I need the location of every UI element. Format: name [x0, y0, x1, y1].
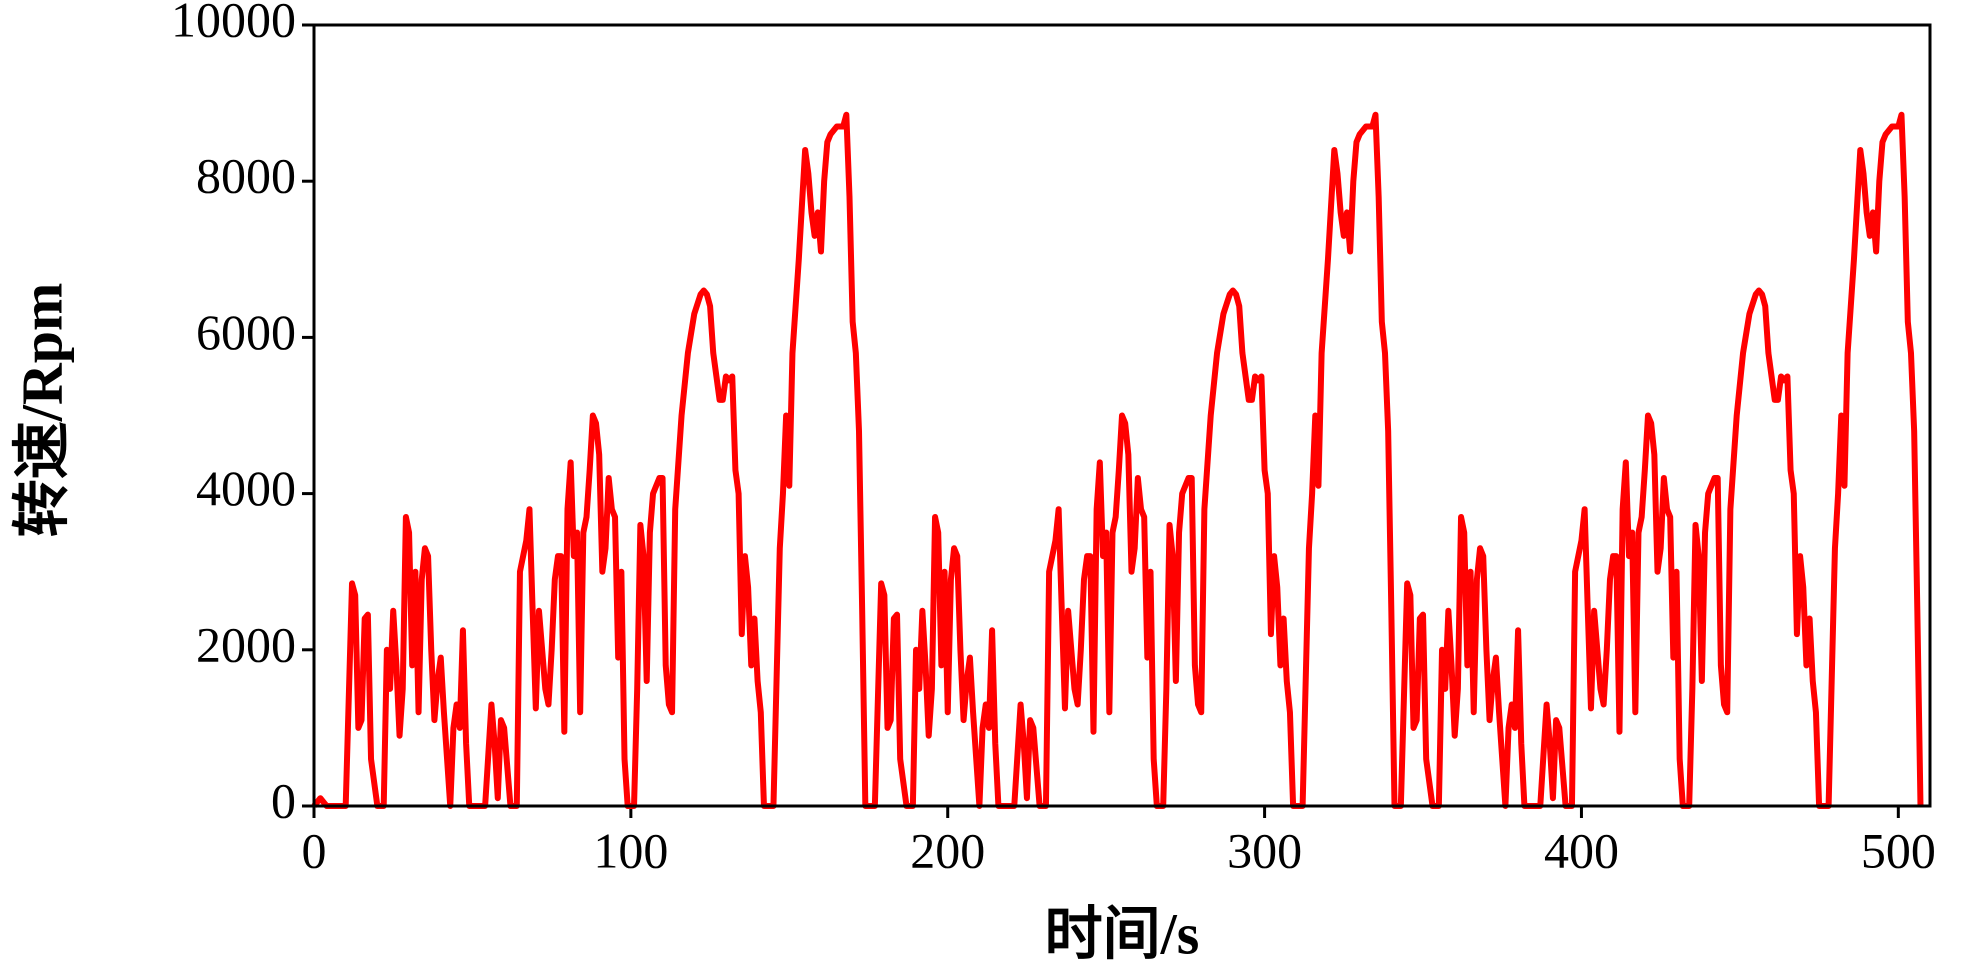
y-tick-label: 2000: [196, 616, 296, 672]
x-tick-label: 0: [302, 822, 327, 878]
x-tick-label: 200: [910, 822, 985, 878]
y-tick-label: 10000: [171, 0, 296, 47]
y-tick-label: 8000: [196, 148, 296, 204]
y-tick-label: 4000: [196, 460, 296, 516]
y-tick-label: 6000: [196, 304, 296, 360]
y-tick-label: 0: [271, 772, 296, 828]
y-axis-label: 转速/Rpm: [9, 283, 74, 538]
x-axis-label: 时间/s: [1045, 901, 1200, 966]
x-tick-label: 100: [593, 822, 668, 878]
x-tick-label: 300: [1227, 822, 1302, 878]
plot-frame: [312, 23, 1932, 808]
data-line: [311, 111, 1924, 809]
x-tick-label: 400: [1544, 822, 1619, 878]
x-tick-label: 500: [1861, 822, 1936, 878]
